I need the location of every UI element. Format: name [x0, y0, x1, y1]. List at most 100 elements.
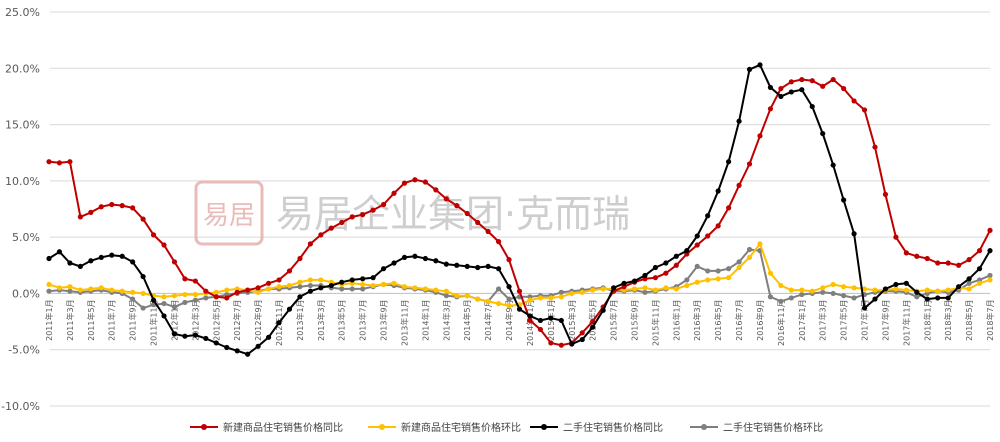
- data-point: [757, 241, 763, 247]
- x-tick-label: 2014年5月: [462, 299, 472, 340]
- y-tick-label: 15.0%: [5, 119, 40, 132]
- data-point: [809, 103, 815, 110]
- x-tick-label: 2017年9月: [880, 299, 890, 340]
- x-tick-label: 2018年3月: [943, 299, 953, 340]
- data-point: [234, 289, 240, 295]
- data-point: [370, 207, 376, 213]
- y-tick-label: -5.0%: [8, 344, 40, 357]
- data-point: [255, 285, 261, 291]
- data-point: [422, 179, 428, 185]
- data-point: [391, 260, 397, 266]
- data-point: [726, 159, 732, 165]
- data-point: [715, 276, 721, 282]
- data-point: [67, 284, 73, 290]
- data-point: [234, 348, 240, 354]
- data-point: [527, 297, 533, 303]
- data-point: [663, 285, 669, 291]
- data-point: [590, 324, 596, 330]
- data-point: [77, 263, 83, 270]
- x-tick-label: 2013年9月: [379, 299, 389, 340]
- data-point: [171, 331, 178, 337]
- data-point: [506, 284, 512, 290]
- y-tick-label: 10.0%: [5, 175, 40, 188]
- x-tick-label: 2014年3月: [441, 299, 451, 340]
- data-point: [788, 79, 794, 85]
- data-point: [161, 313, 167, 319]
- data-point: [171, 293, 178, 299]
- data-point: [673, 286, 679, 292]
- data-point: [830, 76, 836, 83]
- data-point: [694, 233, 700, 239]
- data-point: [726, 205, 732, 211]
- data-point: [98, 285, 104, 291]
- data-point: [203, 335, 209, 342]
- legend-swatch-marker: [201, 424, 207, 430]
- data-point: [966, 286, 972, 292]
- data-point: [830, 290, 836, 297]
- x-tick-label: 2011年11月: [149, 299, 159, 346]
- data-point: [976, 248, 983, 254]
- data-point: [161, 294, 167, 300]
- data-point: [611, 285, 617, 291]
- data-point: [548, 315, 554, 321]
- data-point: [224, 287, 230, 293]
- data-point: [307, 288, 313, 294]
- legend-item: 新建商品住宅销售价格环比: [368, 421, 521, 434]
- data-point: [349, 286, 355, 292]
- data-point: [956, 284, 962, 290]
- data-point: [130, 205, 136, 211]
- data-point: [56, 285, 63, 291]
- data-point: [893, 234, 899, 240]
- data-point: [652, 287, 659, 293]
- data-point: [495, 266, 502, 272]
- x-tick-label: 2016年3月: [692, 299, 702, 340]
- data-point: [736, 264, 742, 271]
- data-point: [914, 294, 920, 300]
- data-point: [98, 254, 104, 261]
- data-point: [182, 333, 188, 339]
- data-point: [401, 284, 408, 290]
- data-point: [715, 268, 721, 274]
- data-point: [799, 291, 805, 298]
- data-point: [757, 133, 763, 139]
- data-point: [726, 266, 732, 272]
- series-group: [46, 62, 993, 357]
- data-point: [203, 295, 209, 301]
- data-point: [412, 177, 418, 183]
- data-point: [349, 277, 355, 283]
- data-point: [182, 276, 188, 282]
- data-point: [391, 280, 397, 286]
- data-point: [433, 258, 439, 264]
- data-point: [224, 344, 230, 351]
- data-point: [88, 209, 94, 215]
- legend-label: 新建商品住宅销售价格环比: [401, 421, 521, 434]
- data-point: [401, 180, 408, 186]
- data-point: [945, 287, 951, 293]
- x-tick-label: 2012年1月: [169, 299, 179, 340]
- data-point: [130, 259, 136, 265]
- legend-label: 二手住宅销售价格同比: [563, 421, 663, 434]
- data-point: [820, 289, 826, 295]
- data-point: [360, 286, 366, 292]
- data-point: [778, 282, 784, 289]
- data-point: [380, 281, 387, 288]
- legend-item: 二手住宅销售价格环比: [690, 421, 823, 434]
- data-point: [339, 279, 345, 285]
- data-point: [893, 286, 899, 292]
- data-point: [307, 282, 313, 289]
- data-point: [579, 336, 585, 343]
- data-point: [841, 197, 847, 203]
- data-point: [956, 262, 962, 268]
- data-point: [694, 279, 700, 285]
- data-point: [767, 294, 774, 300]
- data-point: [663, 270, 669, 276]
- data-point: [966, 276, 972, 282]
- x-tick-label: 2013年1月: [295, 299, 305, 340]
- data-point: [642, 272, 648, 279]
- data-point: [360, 281, 366, 288]
- data-point: [245, 351, 251, 357]
- data-point: [893, 281, 899, 288]
- data-point: [684, 248, 690, 254]
- data-point: [987, 272, 993, 279]
- data-point: [621, 280, 627, 286]
